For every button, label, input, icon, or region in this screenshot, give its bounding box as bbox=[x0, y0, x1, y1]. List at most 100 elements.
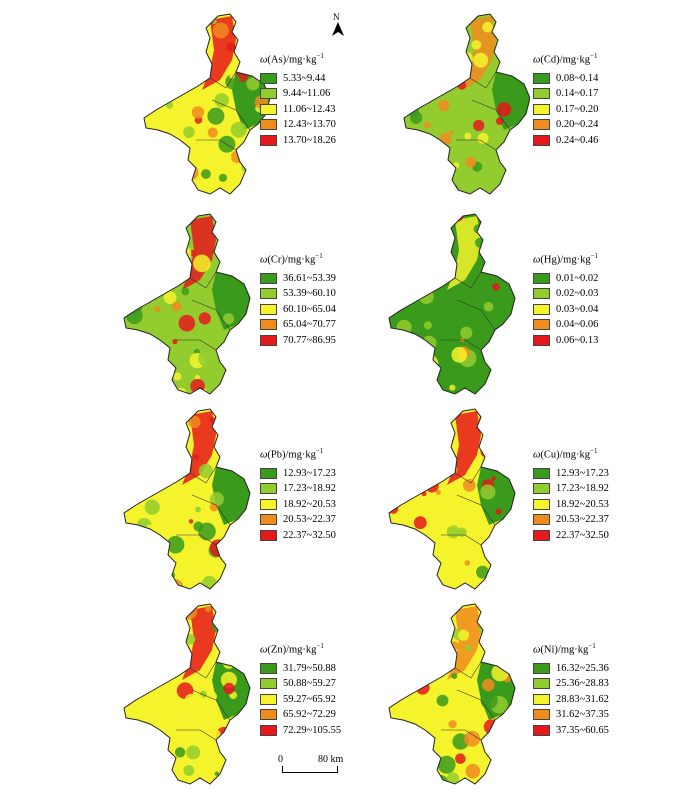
legend-label: 5.33~9.44 bbox=[283, 72, 326, 84]
map-panel-pb: ω(Pb)/mg·kg−1 12.93~17.23 17.23~18.92 18.92… bbox=[100, 405, 430, 600]
legend-item: 17.23~18.92 bbox=[260, 481, 336, 497]
legend-label: 72.29~105.55 bbox=[283, 724, 342, 736]
legend-title: ω(Cr)/mg·kg−1 bbox=[260, 252, 323, 266]
hg-legend: ω(Hg)/mg·kg−1 0.01~0.02 0.02~0.03 0.03~0.04… bbox=[533, 250, 598, 348]
legend-label: 0.14~0.17 bbox=[556, 88, 599, 100]
legend-item: 0.14~0.17 bbox=[533, 86, 598, 102]
legend-swatch bbox=[533, 134, 550, 146]
legend-label: 16.32~25.36 bbox=[556, 662, 609, 674]
legend-label: 22.37~32.50 bbox=[283, 529, 336, 541]
legend-label: 0.06~0.13 bbox=[556, 334, 599, 346]
cu-legend: ω(Cu)/mg·kg−1 12.93~17.23 17.23~18.92 18.92… bbox=[533, 445, 609, 543]
legend-label: 13.70~18.26 bbox=[283, 134, 336, 146]
map-panel-cr: ω(Cr)/mg·kg−1 36.61~53.39 53.39~60.10 60.10… bbox=[100, 210, 430, 405]
legend-label: 36.61~53.39 bbox=[283, 272, 336, 284]
legend-label: 0.24~0.46 bbox=[556, 134, 599, 146]
legend-label: 31.79~50.88 bbox=[283, 662, 336, 674]
legend-item: 12.93~17.23 bbox=[260, 466, 336, 482]
north-label: N bbox=[333, 12, 340, 22]
legend-item: 65.92~72.29 bbox=[260, 707, 341, 723]
legend-swatch bbox=[533, 88, 550, 100]
legend-item: 36.61~53.39 bbox=[260, 271, 336, 287]
legend-item: 20.53~22.37 bbox=[260, 512, 336, 528]
legend-label: 22.37~32.50 bbox=[556, 529, 609, 541]
legend-label: 0.01~0.02 bbox=[556, 272, 599, 284]
legend-label: 20.53~22.37 bbox=[283, 514, 336, 526]
as-legend: ω(As)/mg·kg−1 5.33~9.44 9.44~11.06 11.06~12… bbox=[260, 50, 336, 148]
legend-label: 17.23~18.92 bbox=[556, 483, 609, 495]
legend-label: 17.23~18.92 bbox=[283, 483, 336, 495]
legend-item: 5.33~9.44 bbox=[260, 71, 336, 87]
legend-swatch bbox=[260, 678, 277, 690]
legend-item: 59.27~65.92 bbox=[260, 692, 341, 708]
legend-swatch bbox=[260, 529, 277, 541]
cu-distribution-map bbox=[388, 408, 516, 590]
legend-label: 0.20~0.24 bbox=[556, 119, 599, 131]
legend-item: 37.35~60.65 bbox=[533, 723, 609, 739]
legend-swatch bbox=[260, 72, 277, 84]
legend-swatch bbox=[533, 483, 550, 495]
legend-item: 53.39~60.10 bbox=[260, 286, 336, 302]
legend-swatch bbox=[260, 119, 277, 131]
legend-swatch bbox=[260, 88, 277, 100]
legend-title: ω(Ni)/mg·kg−1 bbox=[533, 642, 596, 656]
legend-swatch bbox=[260, 288, 277, 300]
legend-item: 17.23~18.92 bbox=[533, 481, 609, 497]
legend-swatch bbox=[260, 483, 277, 495]
legend-label: 60.10~65.04 bbox=[283, 303, 336, 315]
zn-legend: ω(Zn)/mg·kg−1 31.79~50.88 50.88~59.27 59.27… bbox=[260, 640, 341, 738]
legend-label: 11.06~12.43 bbox=[283, 103, 336, 115]
legend-label: 0.17~0.20 bbox=[556, 103, 599, 115]
legend-swatch bbox=[533, 334, 550, 346]
legend-label: 0.08~0.14 bbox=[556, 72, 599, 84]
legend-item: 0.04~0.06 bbox=[533, 317, 598, 333]
legend-swatch bbox=[260, 272, 277, 284]
legend-swatch bbox=[260, 103, 277, 115]
cr-distribution-map bbox=[123, 213, 251, 395]
legend-label: 9.44~11.06 bbox=[283, 88, 331, 100]
legend-swatch bbox=[533, 288, 550, 300]
legend-swatch bbox=[533, 103, 550, 115]
legend-label: 12.93~17.23 bbox=[283, 467, 336, 479]
legend-label: 59.27~65.92 bbox=[283, 693, 336, 705]
legend-label: 12.93~17.23 bbox=[556, 467, 609, 479]
legend-item: 0.20~0.24 bbox=[533, 117, 598, 133]
legend-label: 0.04~0.06 bbox=[556, 319, 599, 331]
legend-swatch bbox=[533, 709, 550, 721]
legend-label: 18.92~20.53 bbox=[556, 498, 609, 510]
legend-item: 12.43~13.70 bbox=[260, 117, 336, 133]
scale-bar-line bbox=[282, 766, 338, 773]
legend-label: 37.35~60.65 bbox=[556, 724, 609, 736]
legend-swatch bbox=[260, 319, 277, 331]
legend-swatch bbox=[533, 529, 550, 541]
legend-item: 0.08~0.14 bbox=[533, 71, 598, 87]
legend-label: 25.36~28.83 bbox=[556, 678, 609, 690]
map-panel-as: ω(As)/mg·kg−1 5.33~9.44 9.44~11.06 11.06~12… bbox=[140, 10, 470, 205]
legend-swatch bbox=[533, 319, 550, 331]
legend-swatch bbox=[533, 678, 550, 690]
map-panel-cd: ω(Cd)/mg·kg−1 0.08~0.14 0.14~0.17 0.17~0.20… bbox=[400, 10, 700, 205]
legend-item: 31.79~50.88 bbox=[260, 661, 341, 677]
scale-end-label: 80 km bbox=[318, 754, 344, 765]
legend-item: 22.37~32.50 bbox=[533, 528, 609, 544]
legend-item: 18.92~20.53 bbox=[260, 497, 336, 513]
legend-item: 50.88~59.27 bbox=[260, 676, 341, 692]
legend-item: 0.02~0.03 bbox=[533, 286, 598, 302]
legend-swatch bbox=[533, 72, 550, 84]
legend-swatch bbox=[533, 467, 550, 479]
legend-swatch bbox=[260, 134, 277, 146]
cd-distribution-map bbox=[403, 13, 530, 195]
legend-label: 70.77~86.95 bbox=[283, 334, 336, 346]
legend-label: 20.53~22.37 bbox=[556, 514, 609, 526]
hg-distribution-map bbox=[388, 213, 516, 395]
legend-item: 20.53~22.37 bbox=[533, 512, 609, 528]
legend-label: 18.92~20.53 bbox=[283, 498, 336, 510]
legend-title: ω(As)/mg·kg−1 bbox=[260, 52, 324, 66]
legend-swatch bbox=[260, 467, 277, 479]
legend-label: 12.43~13.70 bbox=[283, 119, 336, 131]
legend-label: 65.92~72.29 bbox=[283, 709, 336, 721]
legend-item: 0.17~0.20 bbox=[533, 102, 598, 118]
legend-label: 53.39~60.10 bbox=[283, 288, 336, 300]
north-arrow-icon: N bbox=[330, 12, 346, 38]
legend-swatch bbox=[533, 272, 550, 284]
